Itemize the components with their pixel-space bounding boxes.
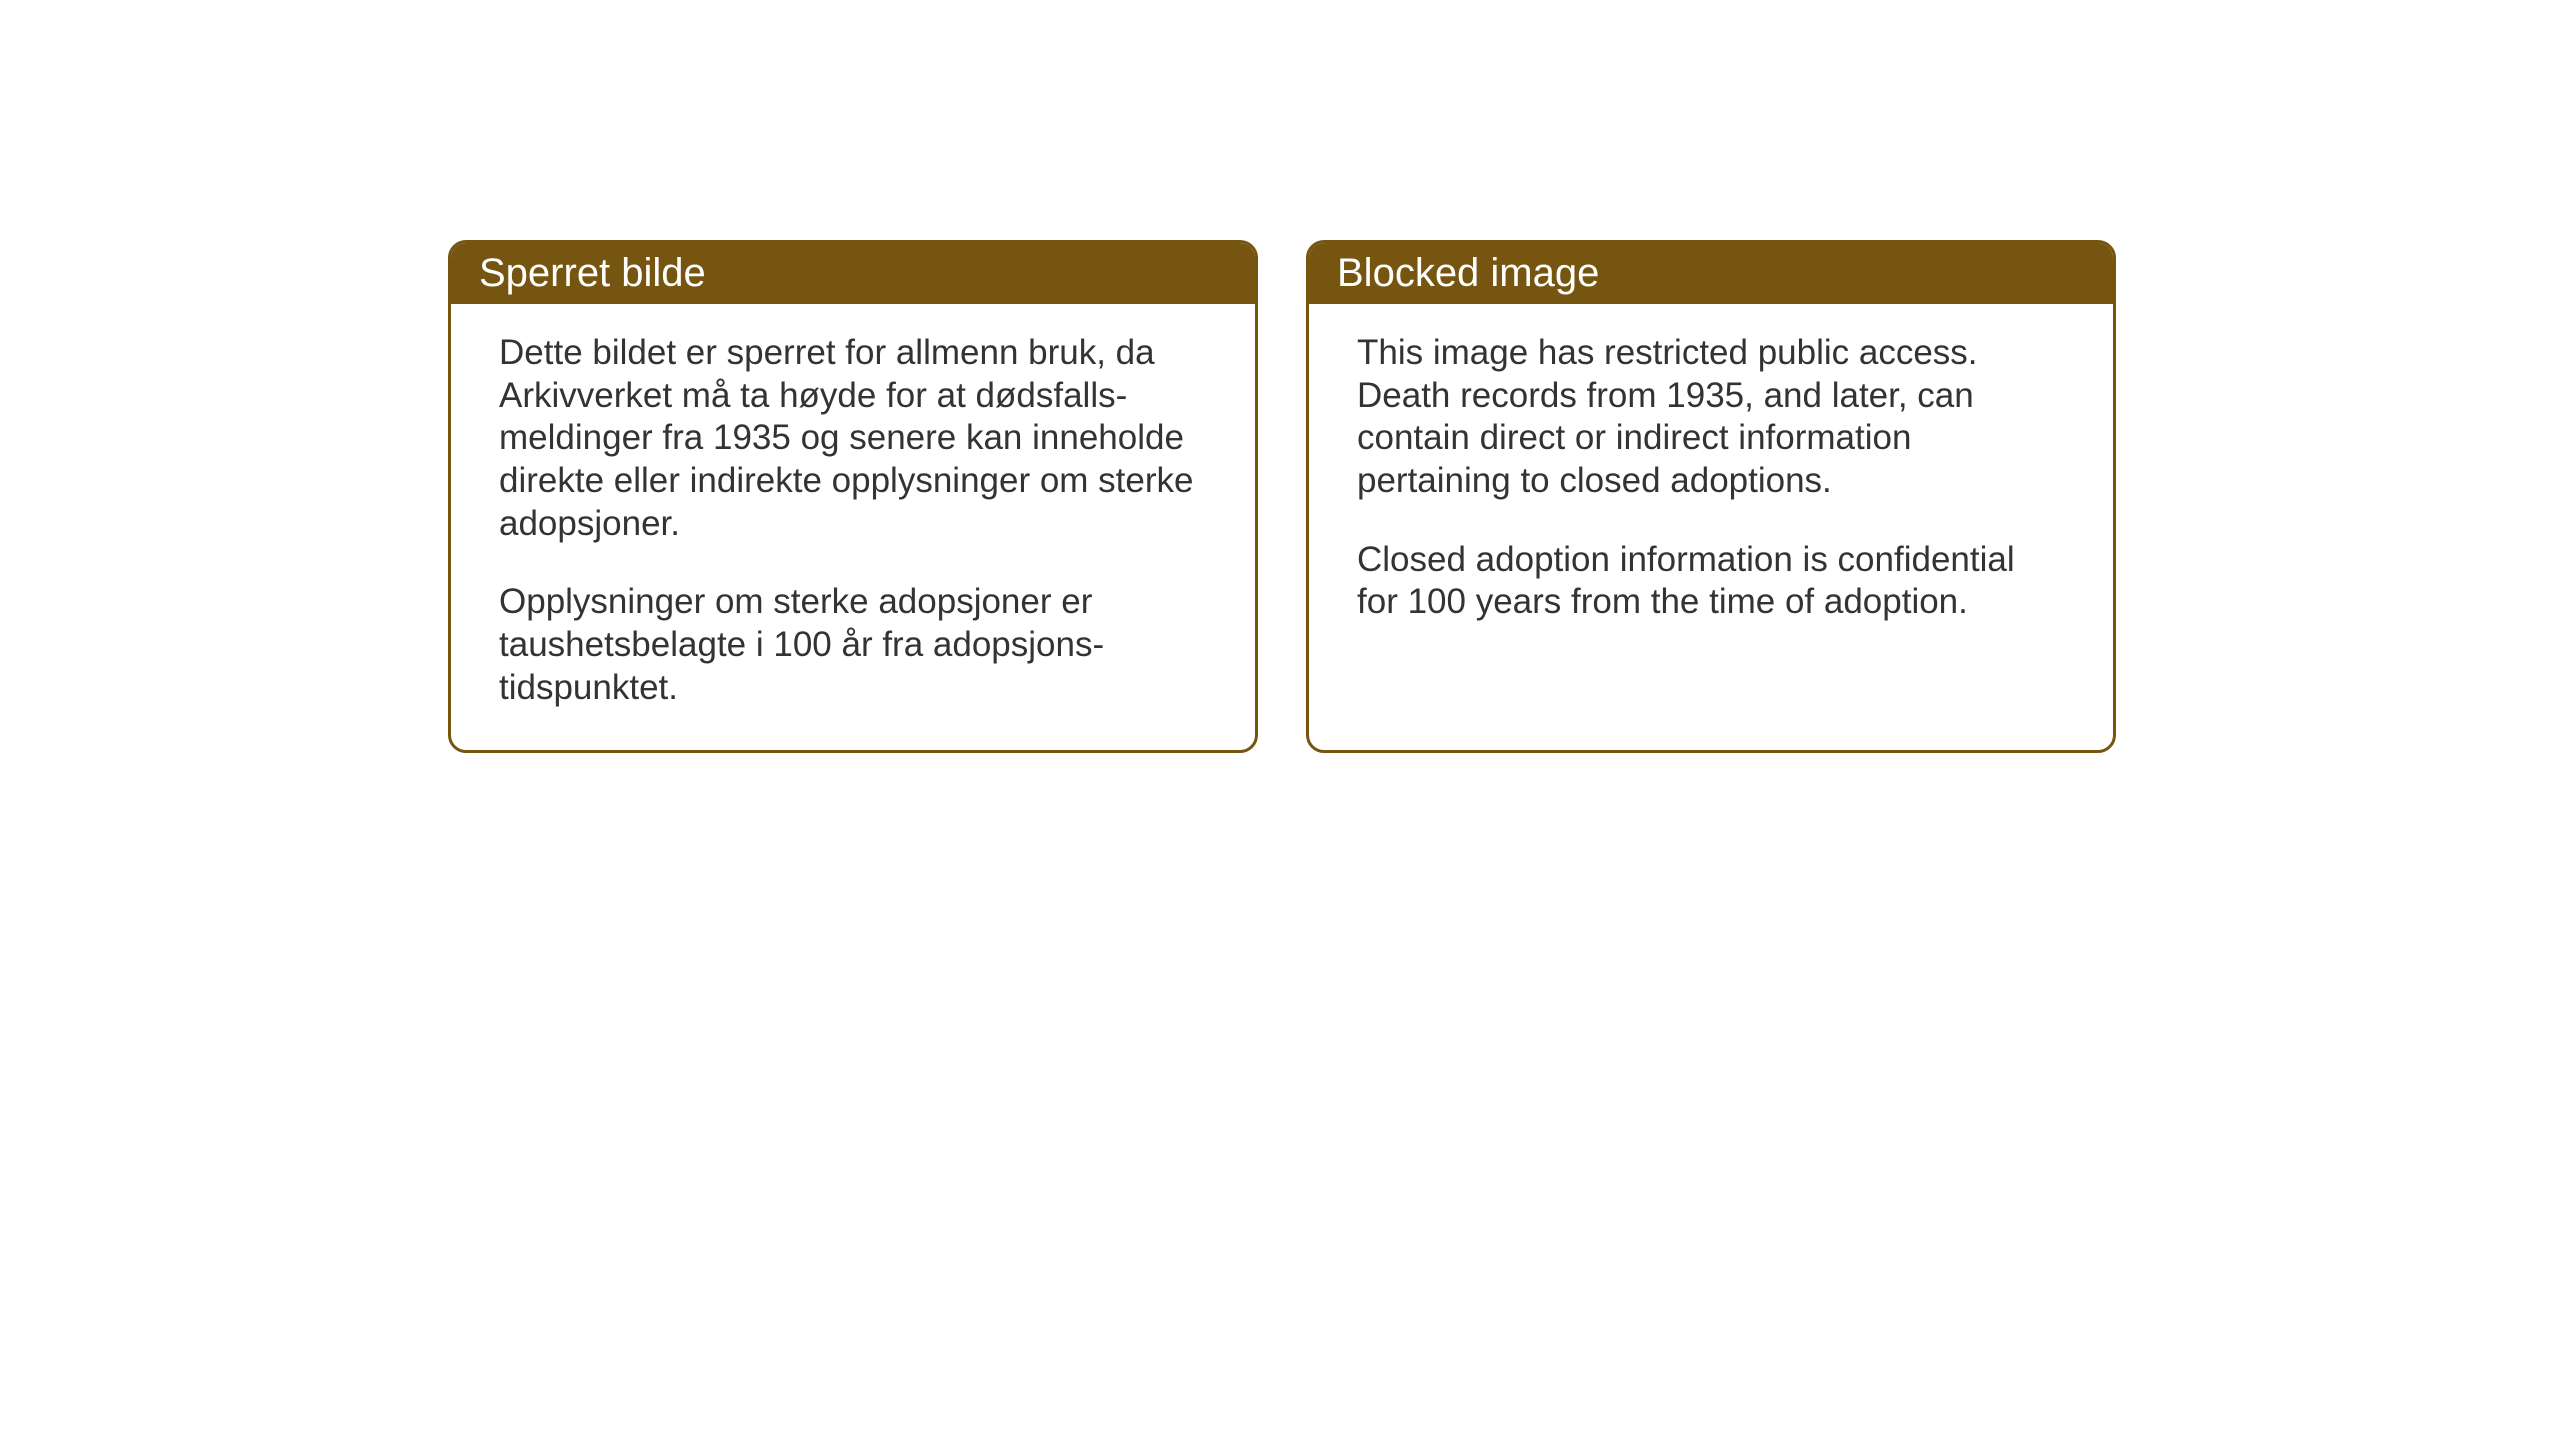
notice-body-norwegian: Dette bildet er sperret for allmenn bruk… — [451, 304, 1255, 750]
notice-title-english: Blocked image — [1337, 251, 1599, 295]
notice-paragraph2-english: Closed adoption information is confident… — [1357, 539, 2065, 624]
notice-box-norwegian: Sperret bilde Dette bildet er sperret fo… — [448, 240, 1258, 753]
notice-title-norwegian: Sperret bilde — [479, 251, 706, 295]
notice-paragraph1-english: This image has restricted public access.… — [1357, 332, 2065, 503]
notice-body-english: This image has restricted public access.… — [1309, 304, 2113, 744]
notice-header-norwegian: Sperret bilde — [451, 243, 1255, 304]
notice-paragraph2-norwegian: Opplysninger om sterke adopsjoner er tau… — [499, 581, 1207, 709]
notice-container: Sperret bilde Dette bildet er sperret fo… — [448, 240, 2116, 753]
notice-paragraph1-norwegian: Dette bildet er sperret for allmenn bruk… — [499, 332, 1207, 545]
notice-header-english: Blocked image — [1309, 243, 2113, 304]
notice-box-english: Blocked image This image has restricted … — [1306, 240, 2116, 753]
